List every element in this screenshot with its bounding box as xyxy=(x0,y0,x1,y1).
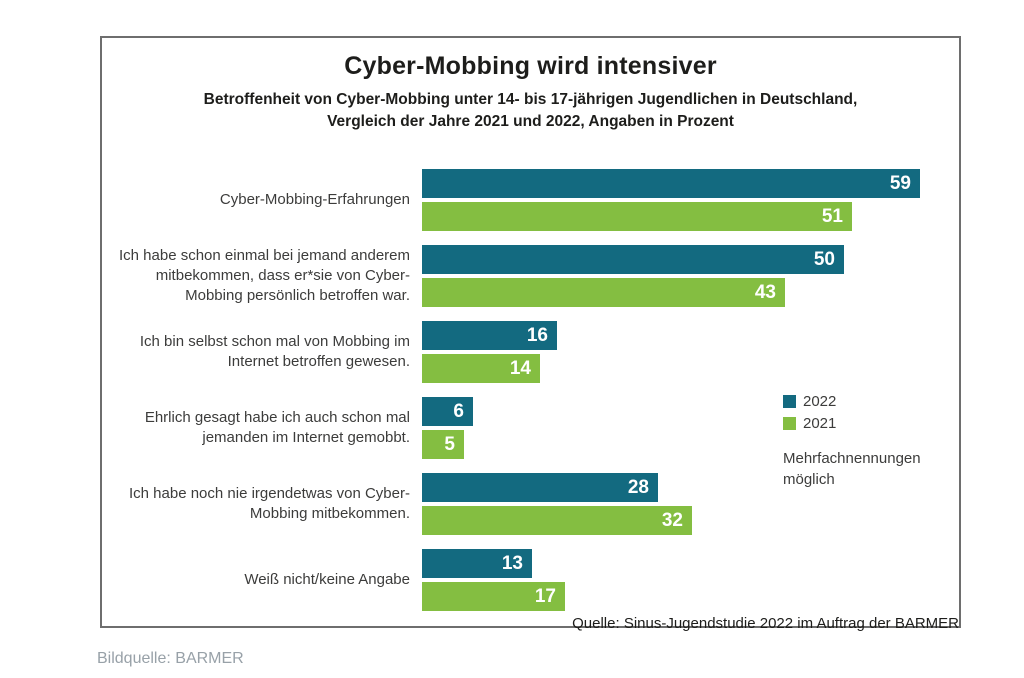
bar-group: Ich habe noch nie irgendetwas von Cyber-… xyxy=(102,473,959,535)
value-label: 6 xyxy=(453,400,464,422)
value-label: 13 xyxy=(501,552,523,574)
value-label: 17 xyxy=(534,585,556,607)
bar-group: Weiß nicht/keine Angabe 13 17 xyxy=(102,549,959,611)
legend-item-2022: 2022 xyxy=(783,390,836,412)
category-label: Ehrlich gesagt habe ich auch schon mal j… xyxy=(144,409,410,446)
bar-2022: 50 xyxy=(422,245,844,274)
bar-2021: 43 xyxy=(422,278,785,307)
category-label: Cyber-Mobbing-Erfahrungen xyxy=(219,191,410,208)
value-label: 5 xyxy=(444,433,455,455)
category-label: Ich bin selbst schon mal von Mobbing im … xyxy=(139,333,410,370)
chart-panel: Cyber-Mobbing wird intensiver Betroffenh… xyxy=(100,36,961,632)
legend-label-2022: 2022 xyxy=(803,392,837,410)
bar-pair: 16 14 xyxy=(422,321,557,383)
bar-2022: 28 xyxy=(422,473,658,502)
source-note: Quelle: Sinus-Jugendstudie 2022 im Auftr… xyxy=(572,615,959,632)
bar-group: Cyber-Mobbing-Erfahrungen 59 51 xyxy=(102,169,959,231)
chart-subtitle-line2: Vergleich der Jahre 2021 und 2022, Angab… xyxy=(327,113,734,130)
bar-2021: 32 xyxy=(422,506,692,535)
value-label: 59 xyxy=(889,172,911,194)
bar-group: Ehrlich gesagt habe ich auch schon mal j… xyxy=(102,397,959,459)
value-label: 28 xyxy=(627,476,649,498)
legend: 2022 2021 xyxy=(783,390,836,434)
bar-2022: 13 xyxy=(422,549,532,578)
bar-2022: 16 xyxy=(422,321,557,350)
category-label: Weiß nicht/keine Angabe xyxy=(244,571,410,588)
legend-swatch-2022-icon xyxy=(783,394,796,408)
value-label: 14 xyxy=(509,357,531,379)
bar-pair: 50 43 xyxy=(422,245,844,307)
legend-label-2021: 2021 xyxy=(803,414,837,432)
value-label: 43 xyxy=(754,281,776,303)
bar-2022: 59 xyxy=(422,169,920,198)
bar-2021: 5 xyxy=(422,430,464,459)
bar-2021: 17 xyxy=(422,582,565,611)
bar-pair: 59 51 xyxy=(422,169,920,231)
bar-groups: Cyber-Mobbing-Erfahrungen 59 51 Ich habe sc… xyxy=(102,169,959,611)
bar-group: Ich habe schon einmal bei jemand anderem… xyxy=(102,245,959,307)
bar-2022: 6 xyxy=(422,397,473,426)
multiple-answers-note: Mehrfachnennungen möglich xyxy=(783,450,921,488)
value-label: 16 xyxy=(526,324,548,346)
bar-2021: 14 xyxy=(422,354,540,383)
category-label: Ich habe schon einmal bei jemand anderem… xyxy=(118,247,410,304)
value-label: 32 xyxy=(661,509,683,531)
bar-pair: 13 17 xyxy=(422,549,565,611)
category-label: Ich habe noch nie irgendetwas von Cyber-… xyxy=(128,485,410,522)
chart-title: Cyber-Mobbing wird intensiver xyxy=(344,52,717,80)
value-label: 50 xyxy=(813,248,835,270)
legend-swatch-2021-icon xyxy=(783,416,796,430)
bar-pair: 28 32 xyxy=(422,473,692,535)
bar-2021: 51 xyxy=(422,202,852,231)
bar-group: Ich bin selbst schon mal von Mobbing im … xyxy=(102,321,959,383)
legend-item-2021: 2021 xyxy=(783,412,836,434)
chart-subtitle: Betroffenheit von Cyber-Mobbing unter 14… xyxy=(102,89,959,133)
value-label: 51 xyxy=(821,205,843,227)
chart-subtitle-line1: Betroffenheit von Cyber-Mobbing unter 14… xyxy=(203,91,858,108)
image-credit: Bildquelle: BARMER xyxy=(97,650,244,667)
